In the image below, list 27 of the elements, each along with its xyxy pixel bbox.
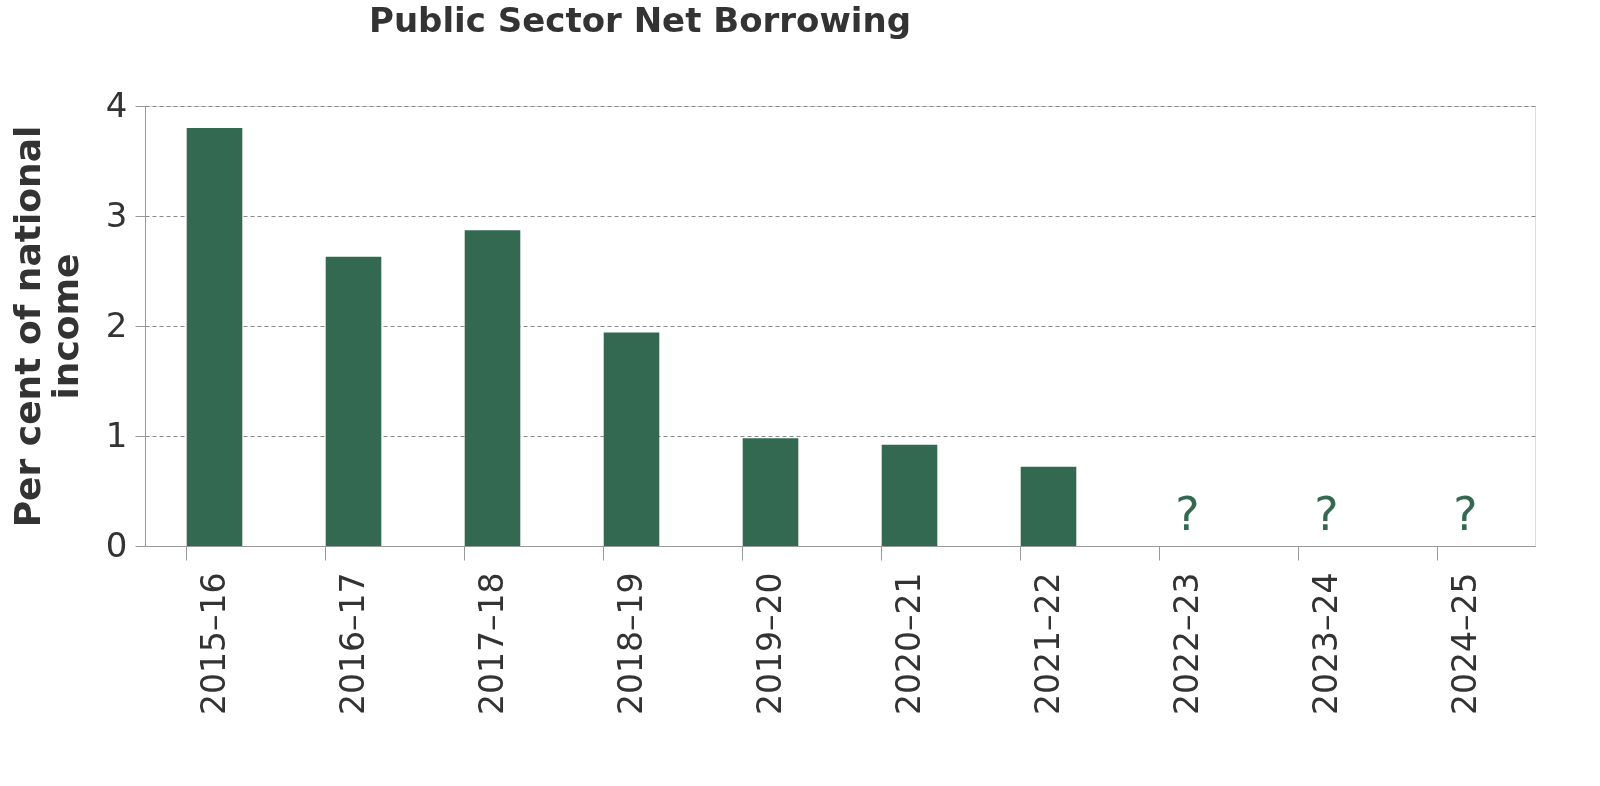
x-tick-label: 2023–24 (1305, 572, 1345, 715)
y-tick-label: 1 (105, 414, 128, 455)
x-tick-label: 2015–16 (193, 572, 233, 715)
x-tick-label: 2019–20 (749, 572, 789, 715)
bar (603, 332, 660, 546)
x-tick-label: 2024–25 (1444, 572, 1484, 715)
bar (186, 128, 243, 546)
bar (1020, 466, 1077, 546)
y-tick-label: 2 (105, 304, 128, 345)
y-tick-label: 0 (105, 524, 128, 565)
y-tick-label: 4 (105, 84, 128, 125)
bar (881, 444, 938, 546)
x-tick-label: 2018–19 (610, 572, 650, 715)
annotation: ? (1453, 487, 1478, 541)
x-tick-label: 2017–18 (471, 572, 511, 715)
x-tick-label: 2021–22 (1027, 572, 1067, 715)
bar (742, 438, 799, 546)
y-axis-title: Per cent of national income (6, 125, 86, 528)
bar (325, 256, 382, 546)
annotation: ? (1314, 487, 1339, 541)
x-tick-label: 2016–17 (332, 572, 372, 715)
annotation: ? (1175, 487, 1200, 541)
bar (464, 230, 521, 546)
y-tick-label: 3 (105, 194, 128, 235)
x-tick-label: 2020–21 (888, 572, 928, 715)
chart-title: Public Sector Net Borrowing (368, 0, 912, 40)
x-tick-label: 2022–23 (1166, 572, 1206, 715)
